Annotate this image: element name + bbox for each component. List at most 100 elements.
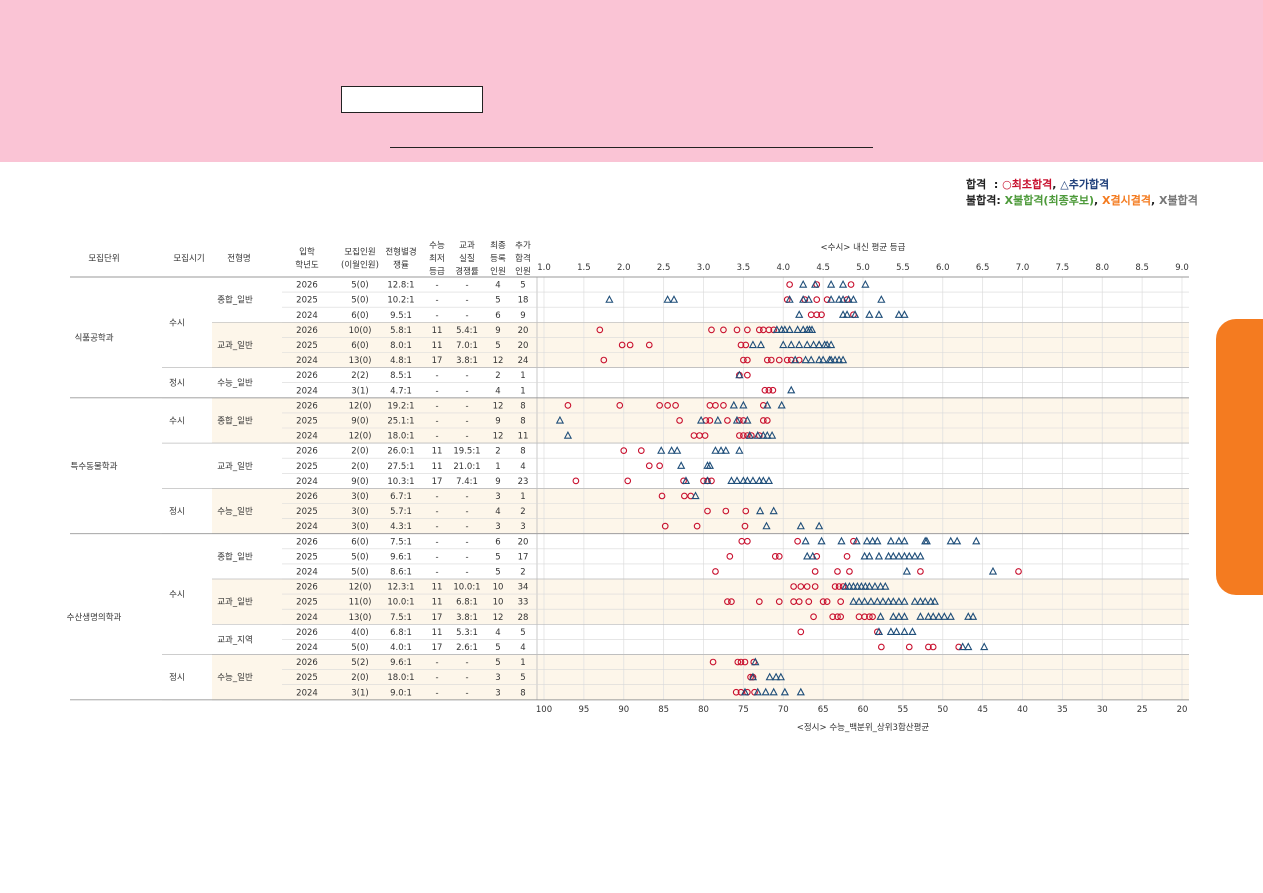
table-cell: 17 [432, 356, 443, 366]
table-cell: 5 [495, 296, 500, 306]
first-pass-marker [706, 417, 714, 424]
table-header-cell: 등급 [429, 267, 445, 277]
extra-pass-marker [886, 536, 896, 545]
extra-pass-marker [732, 476, 742, 485]
first-pass-marker [763, 417, 771, 424]
extra-pass-marker [946, 612, 955, 620]
table-cell: 1 [520, 658, 525, 668]
side-tab[interactable] [1216, 319, 1263, 595]
extra-pass-marker [894, 612, 904, 620]
table-cell: - [465, 658, 468, 668]
extra-pass-marker [874, 310, 884, 318]
top-tick-label: 2.5 [657, 263, 671, 273]
table-header-cell: 전형별경 [385, 247, 416, 258]
extra-pass-marker [771, 672, 781, 681]
first-pass-marker [811, 583, 819, 590]
first-pass-marker [767, 356, 775, 364]
legend-comma: , [1093, 194, 1102, 207]
table-header-cell: 교과 [459, 241, 475, 251]
table-header-cell: 학년도 [295, 260, 319, 271]
extra-pass-marker [759, 476, 768, 485]
table-cell: 3(1) [351, 688, 368, 698]
extra-pass-marker [877, 295, 886, 303]
table-cell: 2026 [296, 326, 318, 336]
table-cell: 9.0:1 [390, 688, 412, 698]
extra-pass-marker [838, 355, 848, 364]
table-cell: - [435, 492, 438, 502]
extra-pass-marker [886, 627, 896, 636]
table-cell: 2026 [296, 658, 318, 668]
extra-pass-marker [834, 355, 844, 364]
first-pass-marker [744, 326, 751, 334]
table-cell: - [465, 281, 468, 291]
first-pass-marker [741, 522, 749, 530]
table-cell: 4 [495, 281, 500, 291]
type-label: 수능_일반 [217, 672, 253, 683]
extra-pass-marker [854, 597, 864, 605]
extra-pass-marker [799, 325, 808, 334]
extra-pass-marker [826, 295, 836, 303]
first-pass-marker [763, 356, 771, 364]
extra-pass-marker [841, 581, 850, 590]
table-cell: 2026 [296, 371, 318, 381]
extra-pass-marker [681, 476, 691, 485]
legend-pass-line: 합격 : ○최초합격, △추가합격 [966, 177, 1198, 193]
first-pass-marker [925, 643, 932, 651]
table-cell: 2024 [296, 522, 318, 532]
table-cell: 12(0) [349, 432, 372, 442]
type-label: 교과_일반 [217, 461, 253, 472]
table-cell: 10.3:1 [387, 477, 414, 487]
first-pass-marker [861, 613, 868, 621]
extra-pass-marker [889, 612, 898, 620]
first-pass-marker [676, 417, 683, 424]
table-cell: 4 [495, 386, 500, 396]
extra-pass-marker [748, 672, 758, 681]
top-tick-label: 4.0 [776, 263, 790, 273]
table-cell: 2025 [296, 598, 318, 608]
table-cell: - [435, 416, 438, 426]
table-cell: 13(0) [349, 613, 372, 623]
table-cell: - [435, 386, 438, 396]
table-cell: 9(0) [351, 416, 368, 426]
extra-pass-marker [776, 672, 785, 681]
table-cell: - [435, 658, 438, 668]
first-pass-marker [759, 417, 767, 424]
table-cell: 12(0) [349, 401, 372, 411]
row-highlight [212, 654, 1189, 700]
extra-pass-marker [844, 295, 853, 303]
extra-pass-marker [716, 446, 726, 454]
first-pass-marker [645, 462, 653, 470]
first-pass-marker [797, 583, 805, 590]
extra-pass-marker [605, 295, 614, 303]
first-pass-marker [744, 371, 751, 379]
extra-pass-marker [838, 310, 848, 318]
table-cell: 10 [493, 598, 504, 608]
extra-pass-marker [753, 687, 762, 696]
first-pass-marker [813, 296, 821, 304]
extra-pass-marker [900, 627, 909, 636]
extra-pass-marker [796, 687, 805, 696]
table-cell: - [435, 552, 438, 562]
bottom-tick-label: 55 [897, 705, 908, 715]
extra-pass-marker [739, 476, 748, 485]
extra-pass-marker [952, 536, 962, 545]
table-cell: 11 [518, 432, 529, 442]
extra-pass-marker [873, 597, 882, 605]
extra-pass-marker [787, 340, 796, 349]
table-cell: - [465, 311, 468, 321]
extra-pass-marker [769, 506, 778, 515]
extra-pass-marker [916, 612, 925, 620]
first-pass-marker [737, 688, 745, 696]
extra-pass-marker [924, 612, 933, 620]
extra-pass-marker [861, 581, 870, 590]
first-pass-marker [837, 613, 845, 621]
first-pass-marker [742, 341, 750, 349]
table-cell: - [465, 552, 468, 562]
table-cell: 2025 [296, 673, 318, 683]
table-cell: 20 [518, 537, 529, 547]
table-cell: 7.5:1 [390, 613, 412, 623]
first-pass-marker [740, 356, 747, 364]
first-pass-marker [866, 613, 873, 621]
first-pass-marker [829, 613, 837, 621]
extra-pass-marker [808, 551, 817, 560]
